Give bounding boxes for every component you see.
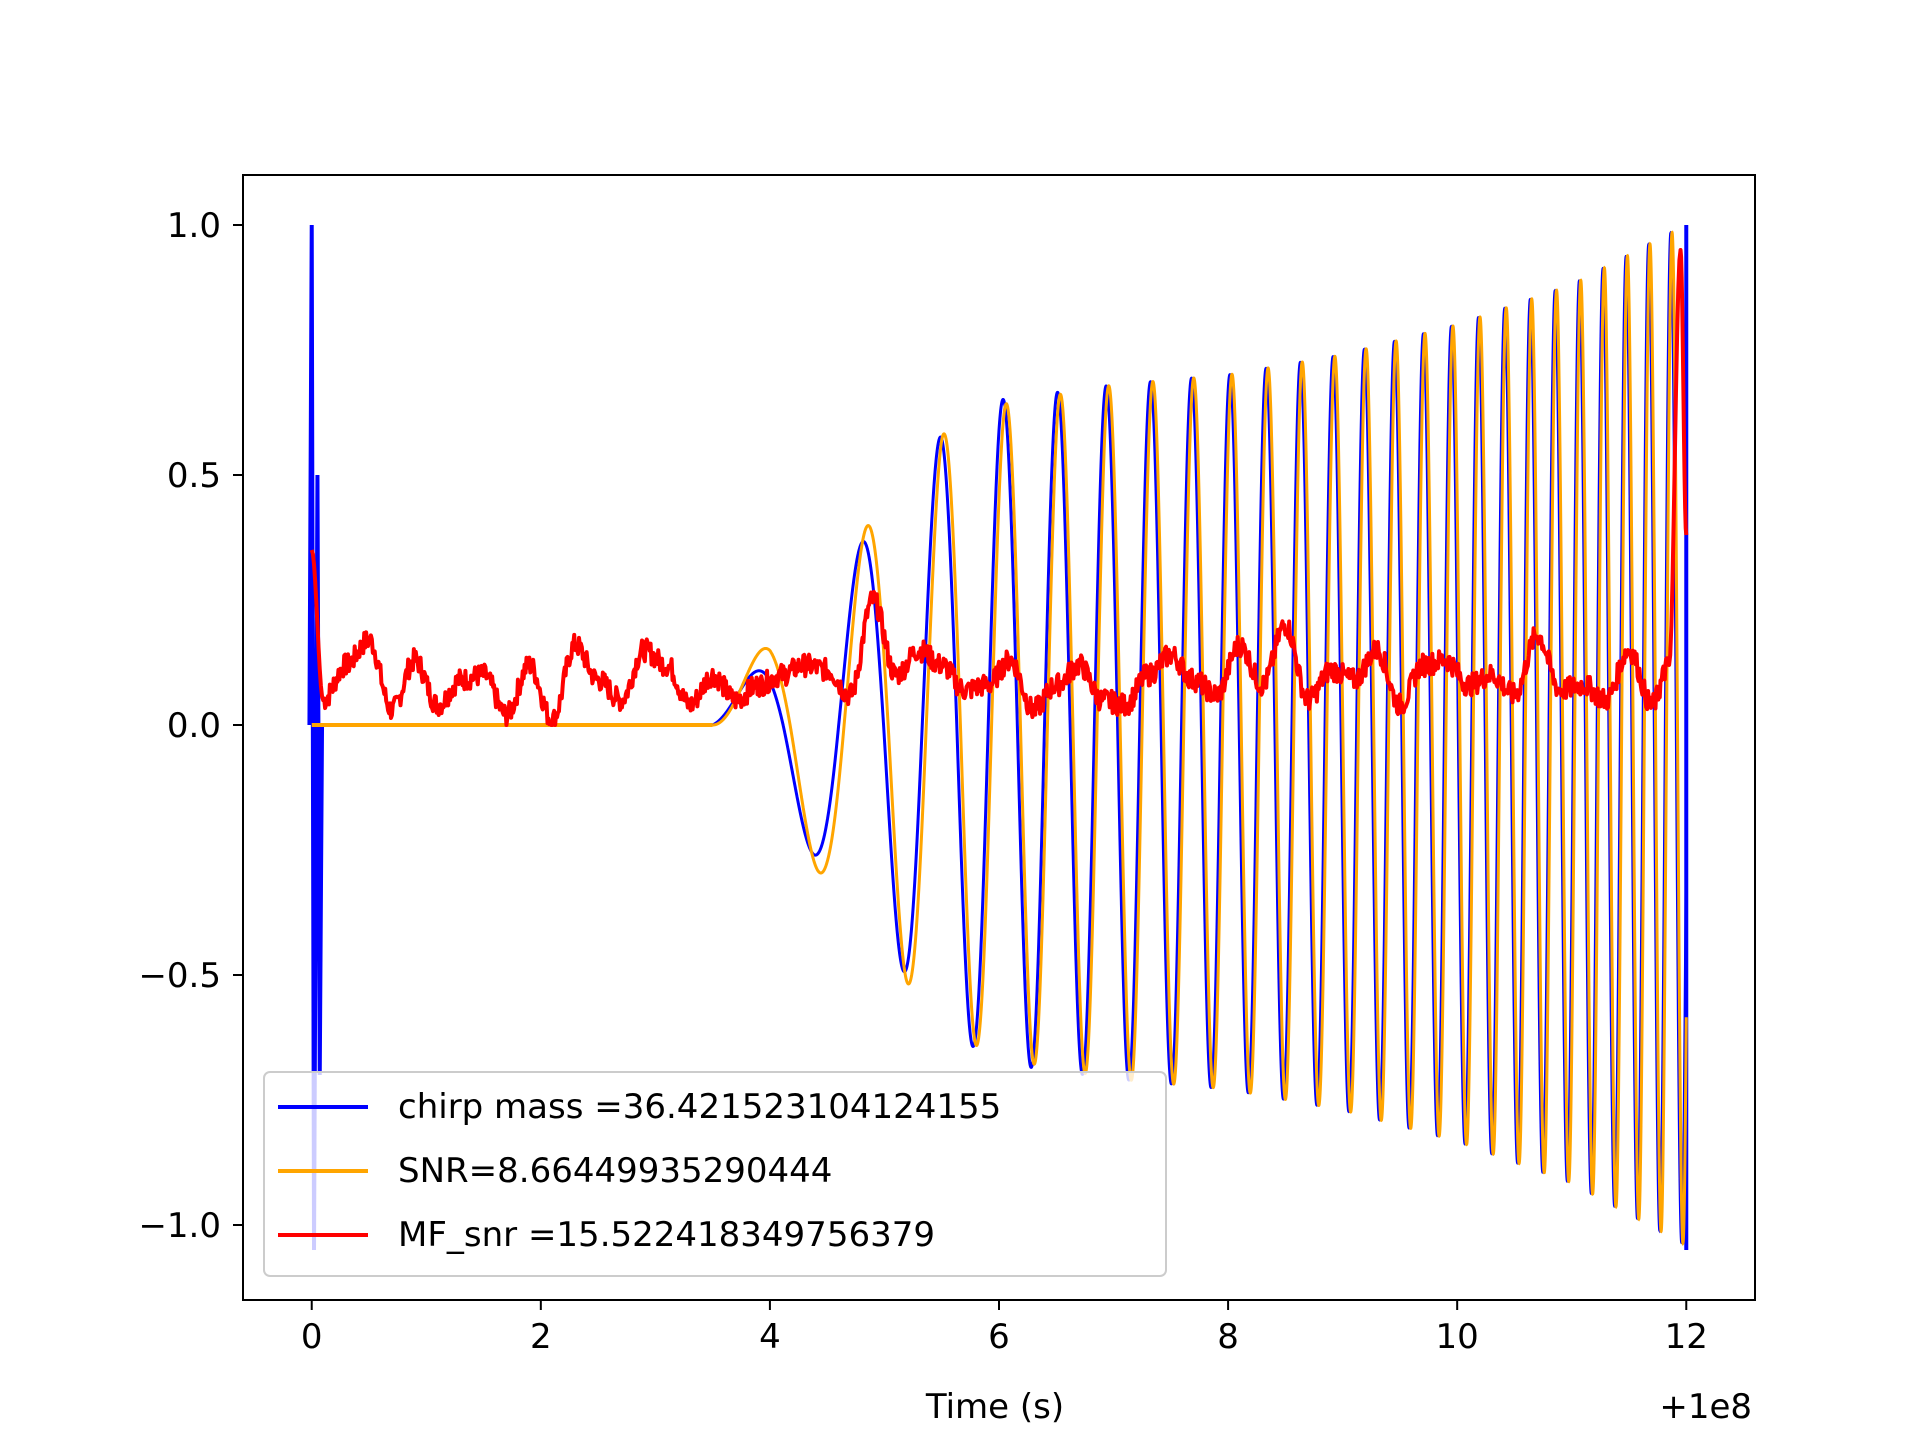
legend-label-chirp: chirp mass =36.421523104124155 (398, 1087, 1001, 1127)
x-tick-label: 10 (1436, 1317, 1479, 1357)
x-axis: 0 2 4 6 8 10 12 (301, 1300, 1708, 1357)
y-axis: 1.0 0.5 0.0 −0.5 −1.0 (138, 206, 243, 1246)
y-tick-label: 0.0 (167, 706, 221, 746)
series-layer (307, 224, 1689, 1251)
x-tick-label: 12 (1665, 1317, 1708, 1357)
x-axis-label: Time (s) (925, 1387, 1064, 1427)
legend: chirp mass =36.421523104124155 SNR=8.664… (263, 1071, 1167, 1277)
x-tick-label: 4 (759, 1317, 781, 1357)
y-tick-label: 1.0 (167, 206, 221, 246)
x-offset-label: +1e8 (1659, 1387, 1752, 1427)
x-tick-label: 0 (301, 1317, 323, 1357)
legend-label-snr: SNR=8.66449935290444 (398, 1151, 832, 1191)
y-tick-label: −1.0 (138, 1206, 221, 1246)
legend-box (263, 1071, 1167, 1277)
mf-snr-line (309, 248, 1689, 727)
x-tick-label: 6 (988, 1317, 1010, 1357)
legend-label-mf: MF_snr =15.522418349756379 (398, 1215, 935, 1255)
series-snr (311, 230, 1688, 1247)
series-mf (309, 248, 1689, 727)
chirp-spike (307, 224, 325, 1251)
x-tick-label: 8 (1217, 1317, 1239, 1357)
y-tick-label: −0.5 (138, 956, 221, 996)
x-tick-label: 2 (530, 1317, 552, 1357)
snr-waveform (712, 230, 1688, 1247)
y-tick-label: 0.5 (167, 456, 221, 496)
